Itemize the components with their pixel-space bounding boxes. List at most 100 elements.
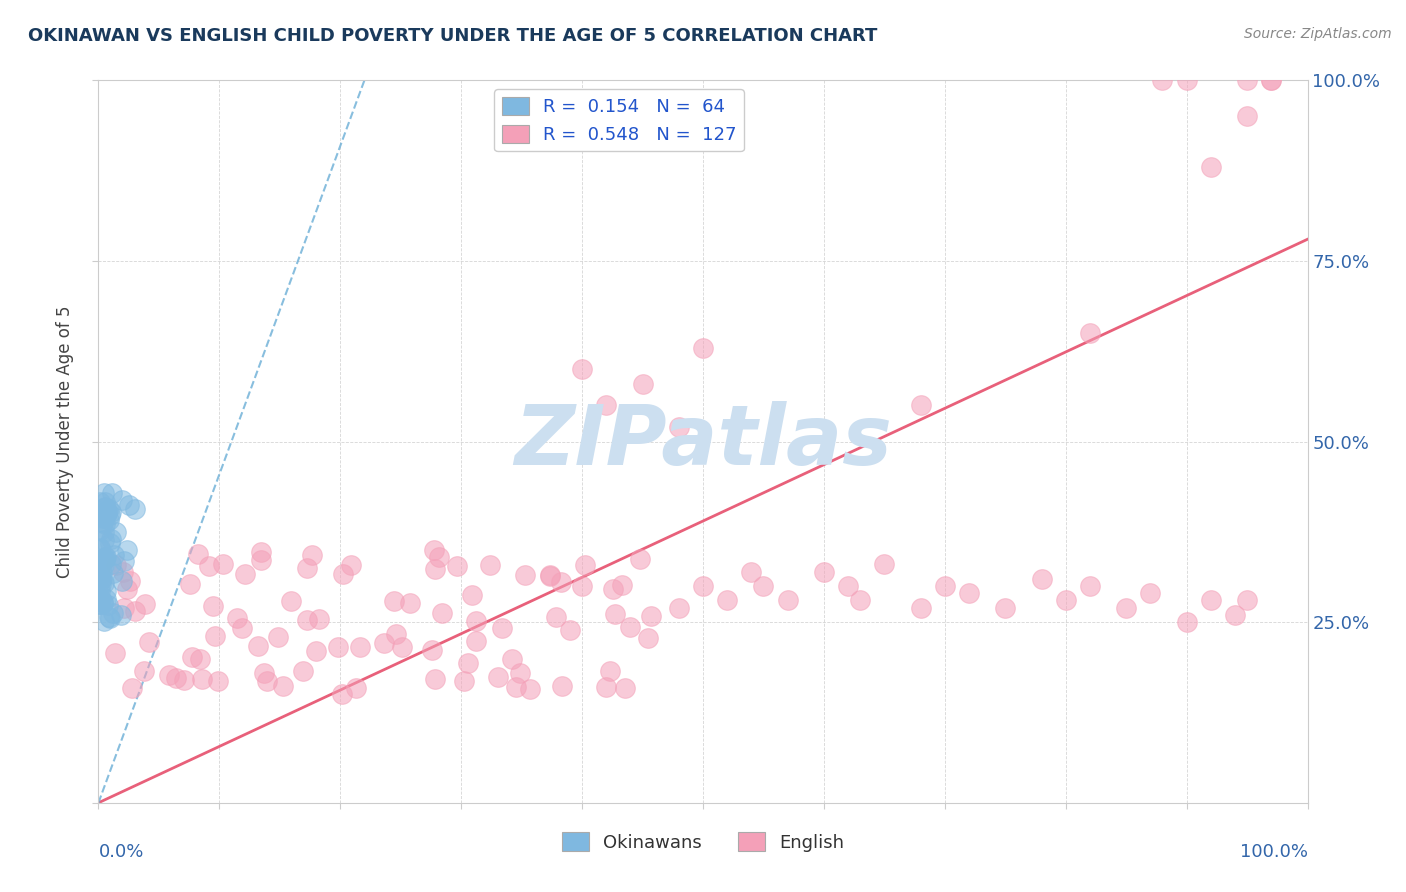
Point xyxy=(173,673,195,687)
Point xyxy=(105,524,128,539)
Point xyxy=(90,592,112,607)
Point xyxy=(505,680,527,694)
Point xyxy=(423,672,446,686)
Text: ZIPatlas: ZIPatlas xyxy=(515,401,891,482)
Point xyxy=(740,565,762,579)
Point xyxy=(101,486,124,500)
Point xyxy=(89,597,111,611)
Point xyxy=(211,558,233,572)
Point xyxy=(501,652,523,666)
Point xyxy=(308,612,330,626)
Point xyxy=(101,606,124,620)
Point xyxy=(89,584,111,599)
Point xyxy=(94,583,117,598)
Point xyxy=(560,623,582,637)
Point xyxy=(93,486,115,500)
Point xyxy=(104,646,127,660)
Point xyxy=(231,621,253,635)
Point xyxy=(1260,73,1282,87)
Point xyxy=(89,541,111,555)
Point xyxy=(115,582,138,596)
Y-axis label: Child Poverty Under the Age of 5: Child Poverty Under the Age of 5 xyxy=(56,305,75,578)
Point xyxy=(100,505,122,519)
Point xyxy=(93,524,115,539)
Point xyxy=(201,599,224,614)
Point xyxy=(453,674,475,689)
Point xyxy=(89,508,111,523)
Point xyxy=(994,600,1017,615)
Point xyxy=(292,665,315,679)
Point xyxy=(91,506,114,520)
Point xyxy=(90,577,112,591)
Legend: Okinawans, English: Okinawans, English xyxy=(554,825,852,859)
Point xyxy=(233,566,256,581)
Point xyxy=(191,673,214,687)
Point xyxy=(571,578,593,592)
Point xyxy=(100,558,122,572)
Point xyxy=(1236,593,1258,607)
Point xyxy=(117,543,139,558)
Point xyxy=(91,595,114,609)
Point xyxy=(391,640,413,654)
Point xyxy=(934,579,956,593)
Point xyxy=(94,505,117,519)
Point xyxy=(910,600,932,615)
Point xyxy=(957,586,980,600)
Point xyxy=(90,552,112,566)
Point xyxy=(420,642,443,657)
Point xyxy=(1139,586,1161,600)
Point xyxy=(157,668,180,682)
Point xyxy=(94,500,117,514)
Point xyxy=(612,578,634,592)
Point xyxy=(1078,326,1101,340)
Point xyxy=(93,495,115,509)
Point xyxy=(89,542,111,557)
Point xyxy=(256,674,278,689)
Point xyxy=(692,341,714,355)
Point xyxy=(332,566,354,581)
Point xyxy=(198,558,221,573)
Point xyxy=(295,561,318,575)
Point xyxy=(250,545,273,559)
Point xyxy=(668,420,690,434)
Point xyxy=(97,502,120,516)
Point xyxy=(97,598,120,612)
Point xyxy=(165,671,187,685)
Point xyxy=(94,508,117,523)
Point xyxy=(94,551,117,566)
Point xyxy=(301,549,323,563)
Point xyxy=(91,510,114,524)
Point xyxy=(280,594,302,608)
Point xyxy=(349,640,371,654)
Point xyxy=(491,621,513,635)
Point xyxy=(105,558,128,572)
Point xyxy=(668,600,690,615)
Point xyxy=(90,573,112,587)
Point xyxy=(457,657,479,671)
Point xyxy=(112,565,135,579)
Text: 0.0%: 0.0% xyxy=(98,843,143,861)
Point xyxy=(465,633,488,648)
Point xyxy=(297,613,319,627)
Point xyxy=(93,501,115,516)
Point xyxy=(1223,607,1246,622)
Point xyxy=(89,568,111,582)
Point xyxy=(226,611,249,625)
Point xyxy=(89,495,111,509)
Point xyxy=(776,593,799,607)
Point xyxy=(1236,110,1258,124)
Point xyxy=(873,558,896,572)
Point xyxy=(250,553,273,567)
Point xyxy=(98,508,121,522)
Point xyxy=(100,536,122,550)
Point xyxy=(422,543,444,558)
Point xyxy=(91,596,114,610)
Point xyxy=(89,523,111,537)
Point xyxy=(132,664,155,678)
Point xyxy=(637,631,659,645)
Point xyxy=(538,569,561,583)
Point xyxy=(124,603,146,617)
Point xyxy=(599,664,621,678)
Point xyxy=(89,597,111,611)
Point xyxy=(509,665,531,680)
